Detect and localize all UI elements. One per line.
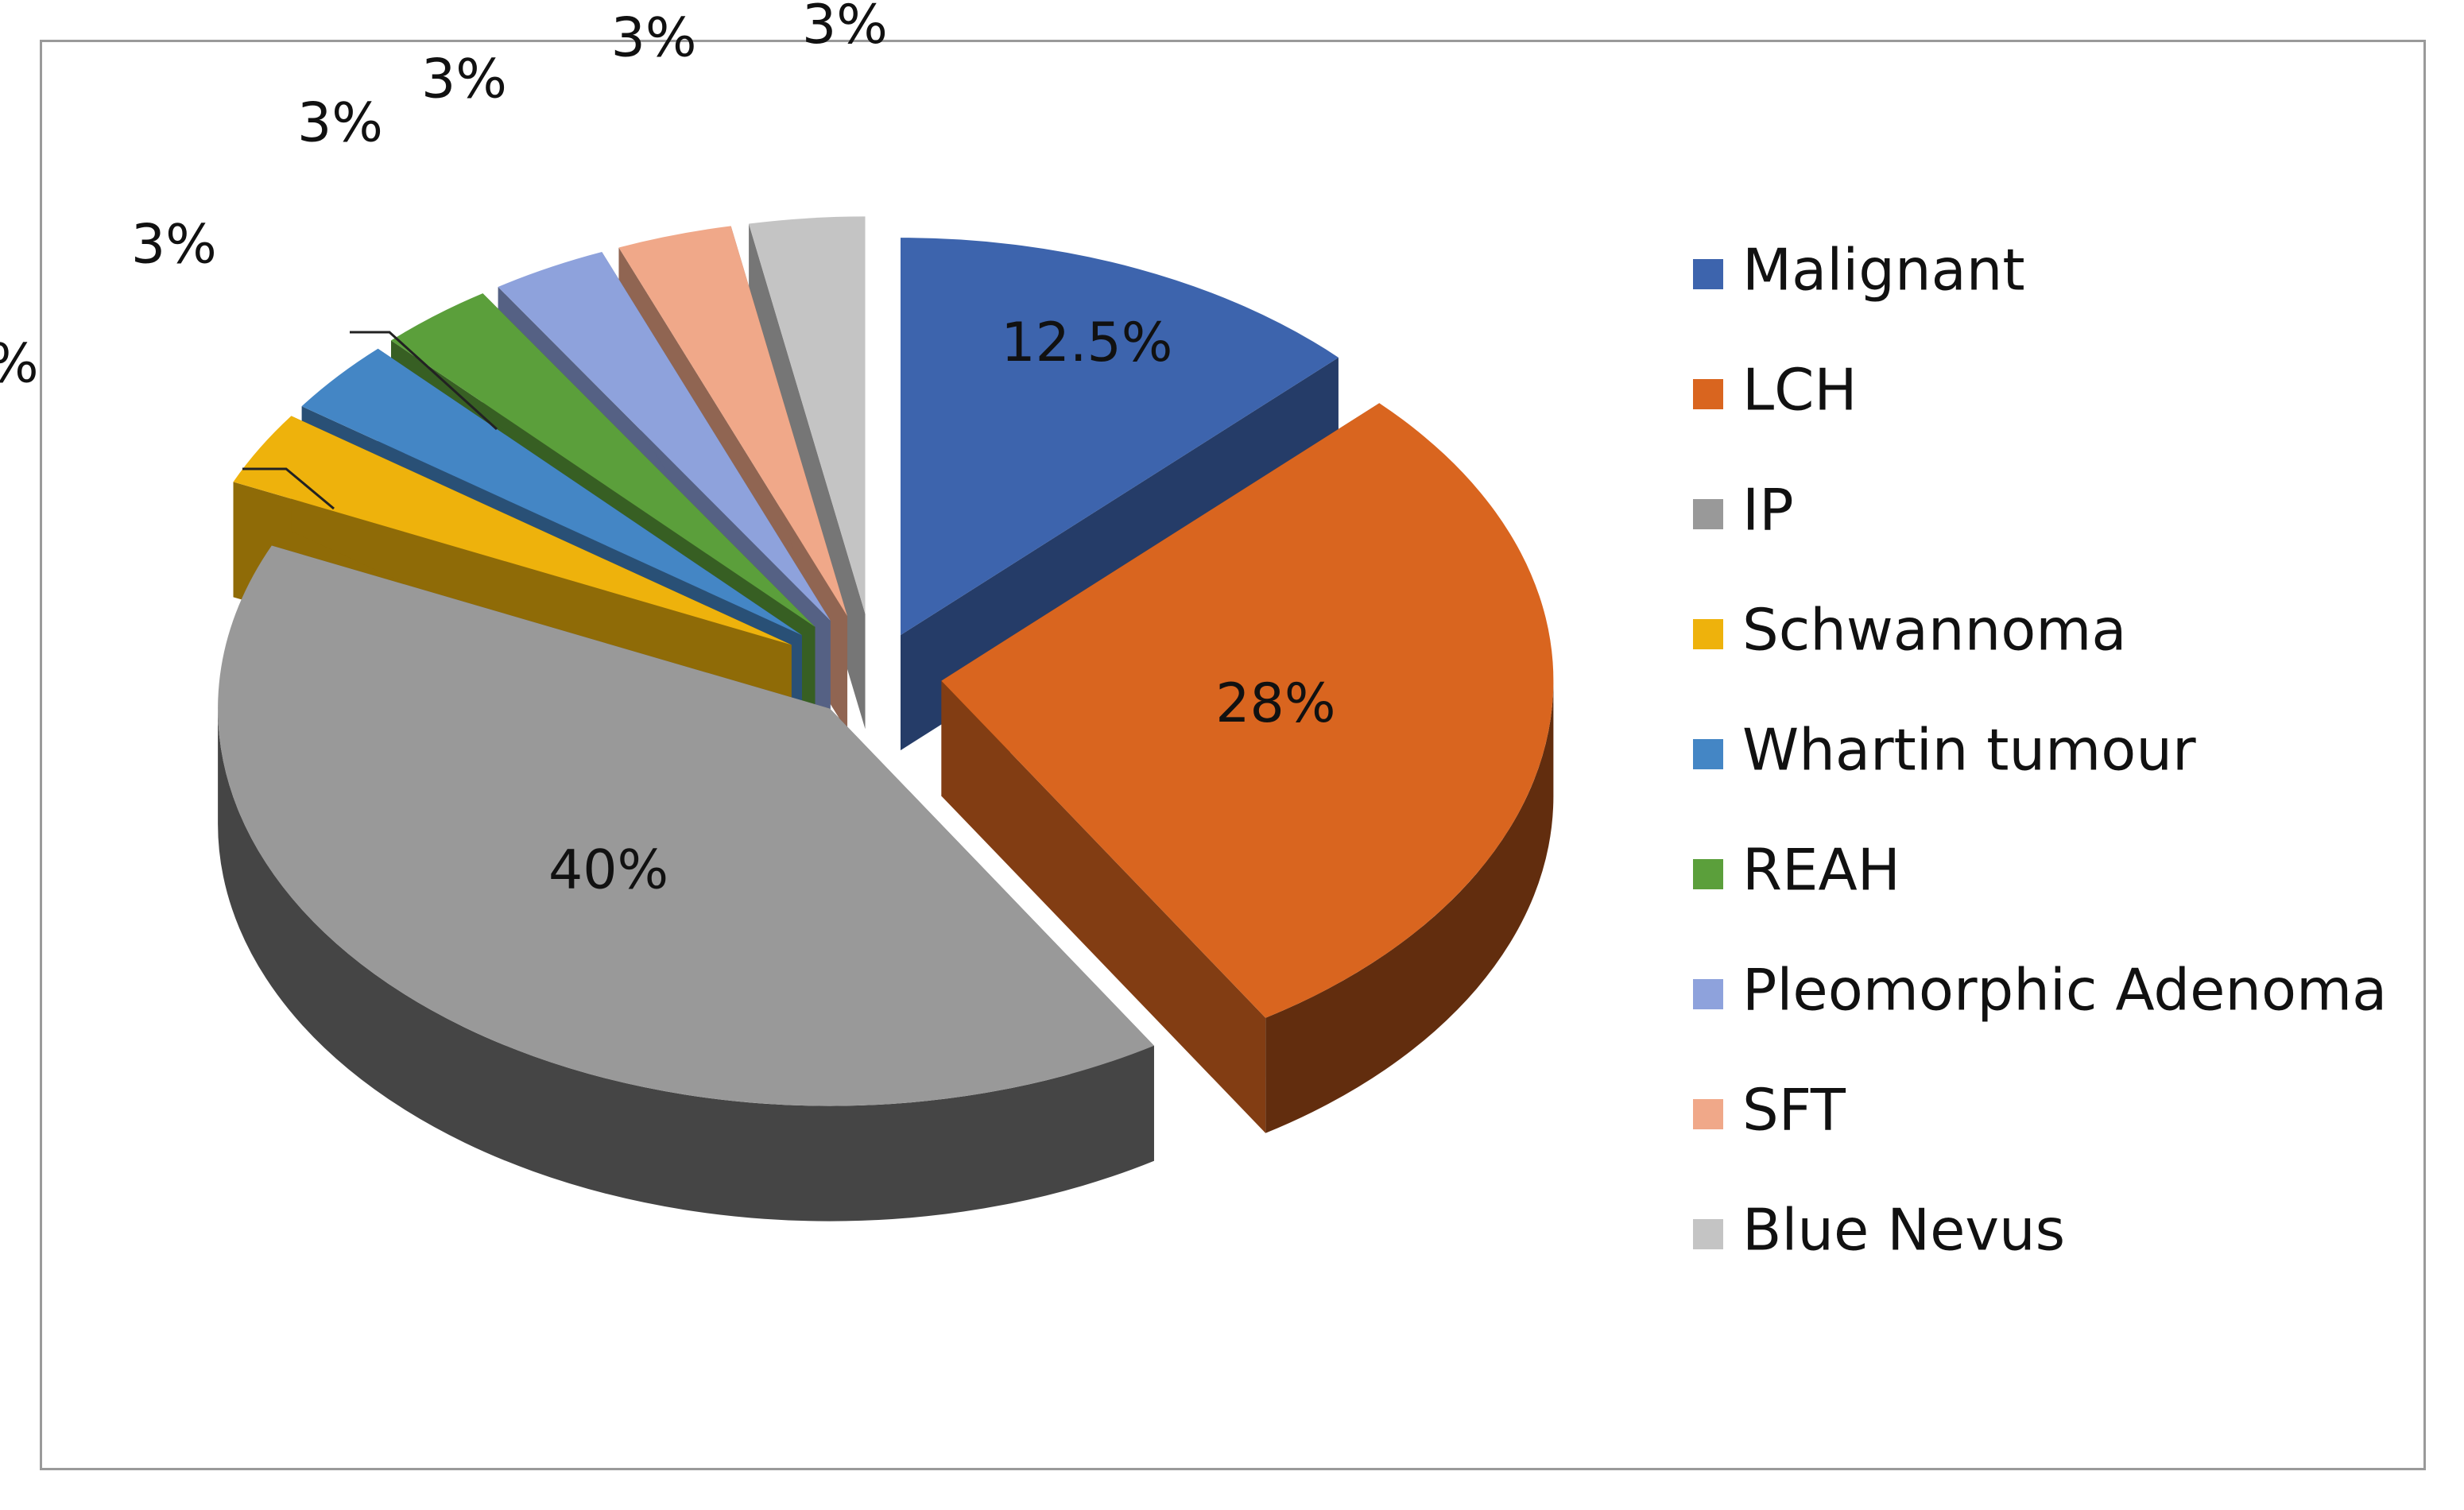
slice-label-blue-nevus: 3% [802, 0, 888, 56]
leader-line-reah [350, 331, 498, 431]
legend-item-schwannoma: Schwannoma [1693, 597, 2127, 664]
slice-top [498, 252, 831, 621]
legend-item-pleomorphic-adenoma: Pleomorphic Adenoma [1693, 957, 2387, 1024]
legend-swatch [1693, 259, 1723, 289]
legend-label: Whartin tumour [1742, 717, 2196, 784]
slice-label-sft: 3% [611, 6, 697, 69]
slice-label-schwannoma: 3% [0, 332, 39, 395]
legend-label: Blue Nevus [1742, 1197, 2065, 1264]
slice-top [301, 348, 802, 636]
legend-item-whartin-tumour: Whartin tumour [1693, 717, 2196, 784]
legend-item-blue-nevus: Blue Nevus [1693, 1197, 2065, 1264]
pie-slice-ip [218, 545, 1154, 1222]
legend-swatch [1693, 1099, 1723, 1129]
legend-label: Pleomorphic Adenoma [1742, 957, 2387, 1024]
legend-swatch [1693, 1219, 1723, 1249]
slice-label-ip: 40% [548, 838, 668, 901]
slice-label-reah: 3% [297, 91, 383, 154]
slice-labels: 12.5% 28% 40% 3% 3% 3% 3% 3% 3% [0, 0, 1335, 901]
slice-label-lch: 28% [1215, 672, 1335, 735]
slice-top [941, 403, 1554, 1018]
legend-label: Malignant [1742, 237, 2025, 304]
legend-item-lch: LCH [1693, 357, 1858, 424]
legend: Malignant LCH IP Schwannoma Whartin tumour RE… [1693, 237, 2387, 1264]
legend-swatch [1693, 499, 1723, 529]
leader-line-schwannoma [242, 467, 335, 510]
slice-top [233, 416, 792, 645]
slice-top [218, 545, 1154, 1106]
slice-top [749, 216, 866, 614]
legend-swatch [1693, 979, 1723, 1009]
pie-slices [218, 216, 1554, 1222]
legend-label: LCH [1742, 357, 1858, 424]
pie-slice-lch [941, 403, 1554, 1133]
legend-swatch [1693, 859, 1723, 889]
legend-label: REAH [1742, 837, 1900, 904]
legend-item-malignant: Malignant [1693, 237, 2025, 304]
slice-top [618, 226, 848, 617]
slice-top [900, 238, 1339, 636]
legend-swatch [1693, 379, 1723, 409]
legend-item-ip: IP [1693, 477, 1794, 544]
legend-swatch [1693, 739, 1723, 769]
slice-side [218, 708, 1154, 1222]
slice-wall [941, 680, 1266, 1133]
slice-label-pleomorphic-adenoma: 3% [421, 48, 507, 110]
legend-label: Schwannoma [1742, 597, 2127, 664]
slice-side [1265, 680, 1554, 1133]
slice-label-whartin-tumour: 3% [131, 214, 217, 277]
legend-item-reah: REAH [1693, 837, 1900, 904]
legend-label: SFT [1742, 1077, 1846, 1144]
legend-swatch [1693, 619, 1723, 649]
slice-top [390, 293, 816, 627]
slice-label-malignant: 12.5% [1001, 312, 1172, 374]
legend-item-sft: SFT [1693, 1077, 1846, 1144]
legend-label: IP [1742, 477, 1794, 544]
